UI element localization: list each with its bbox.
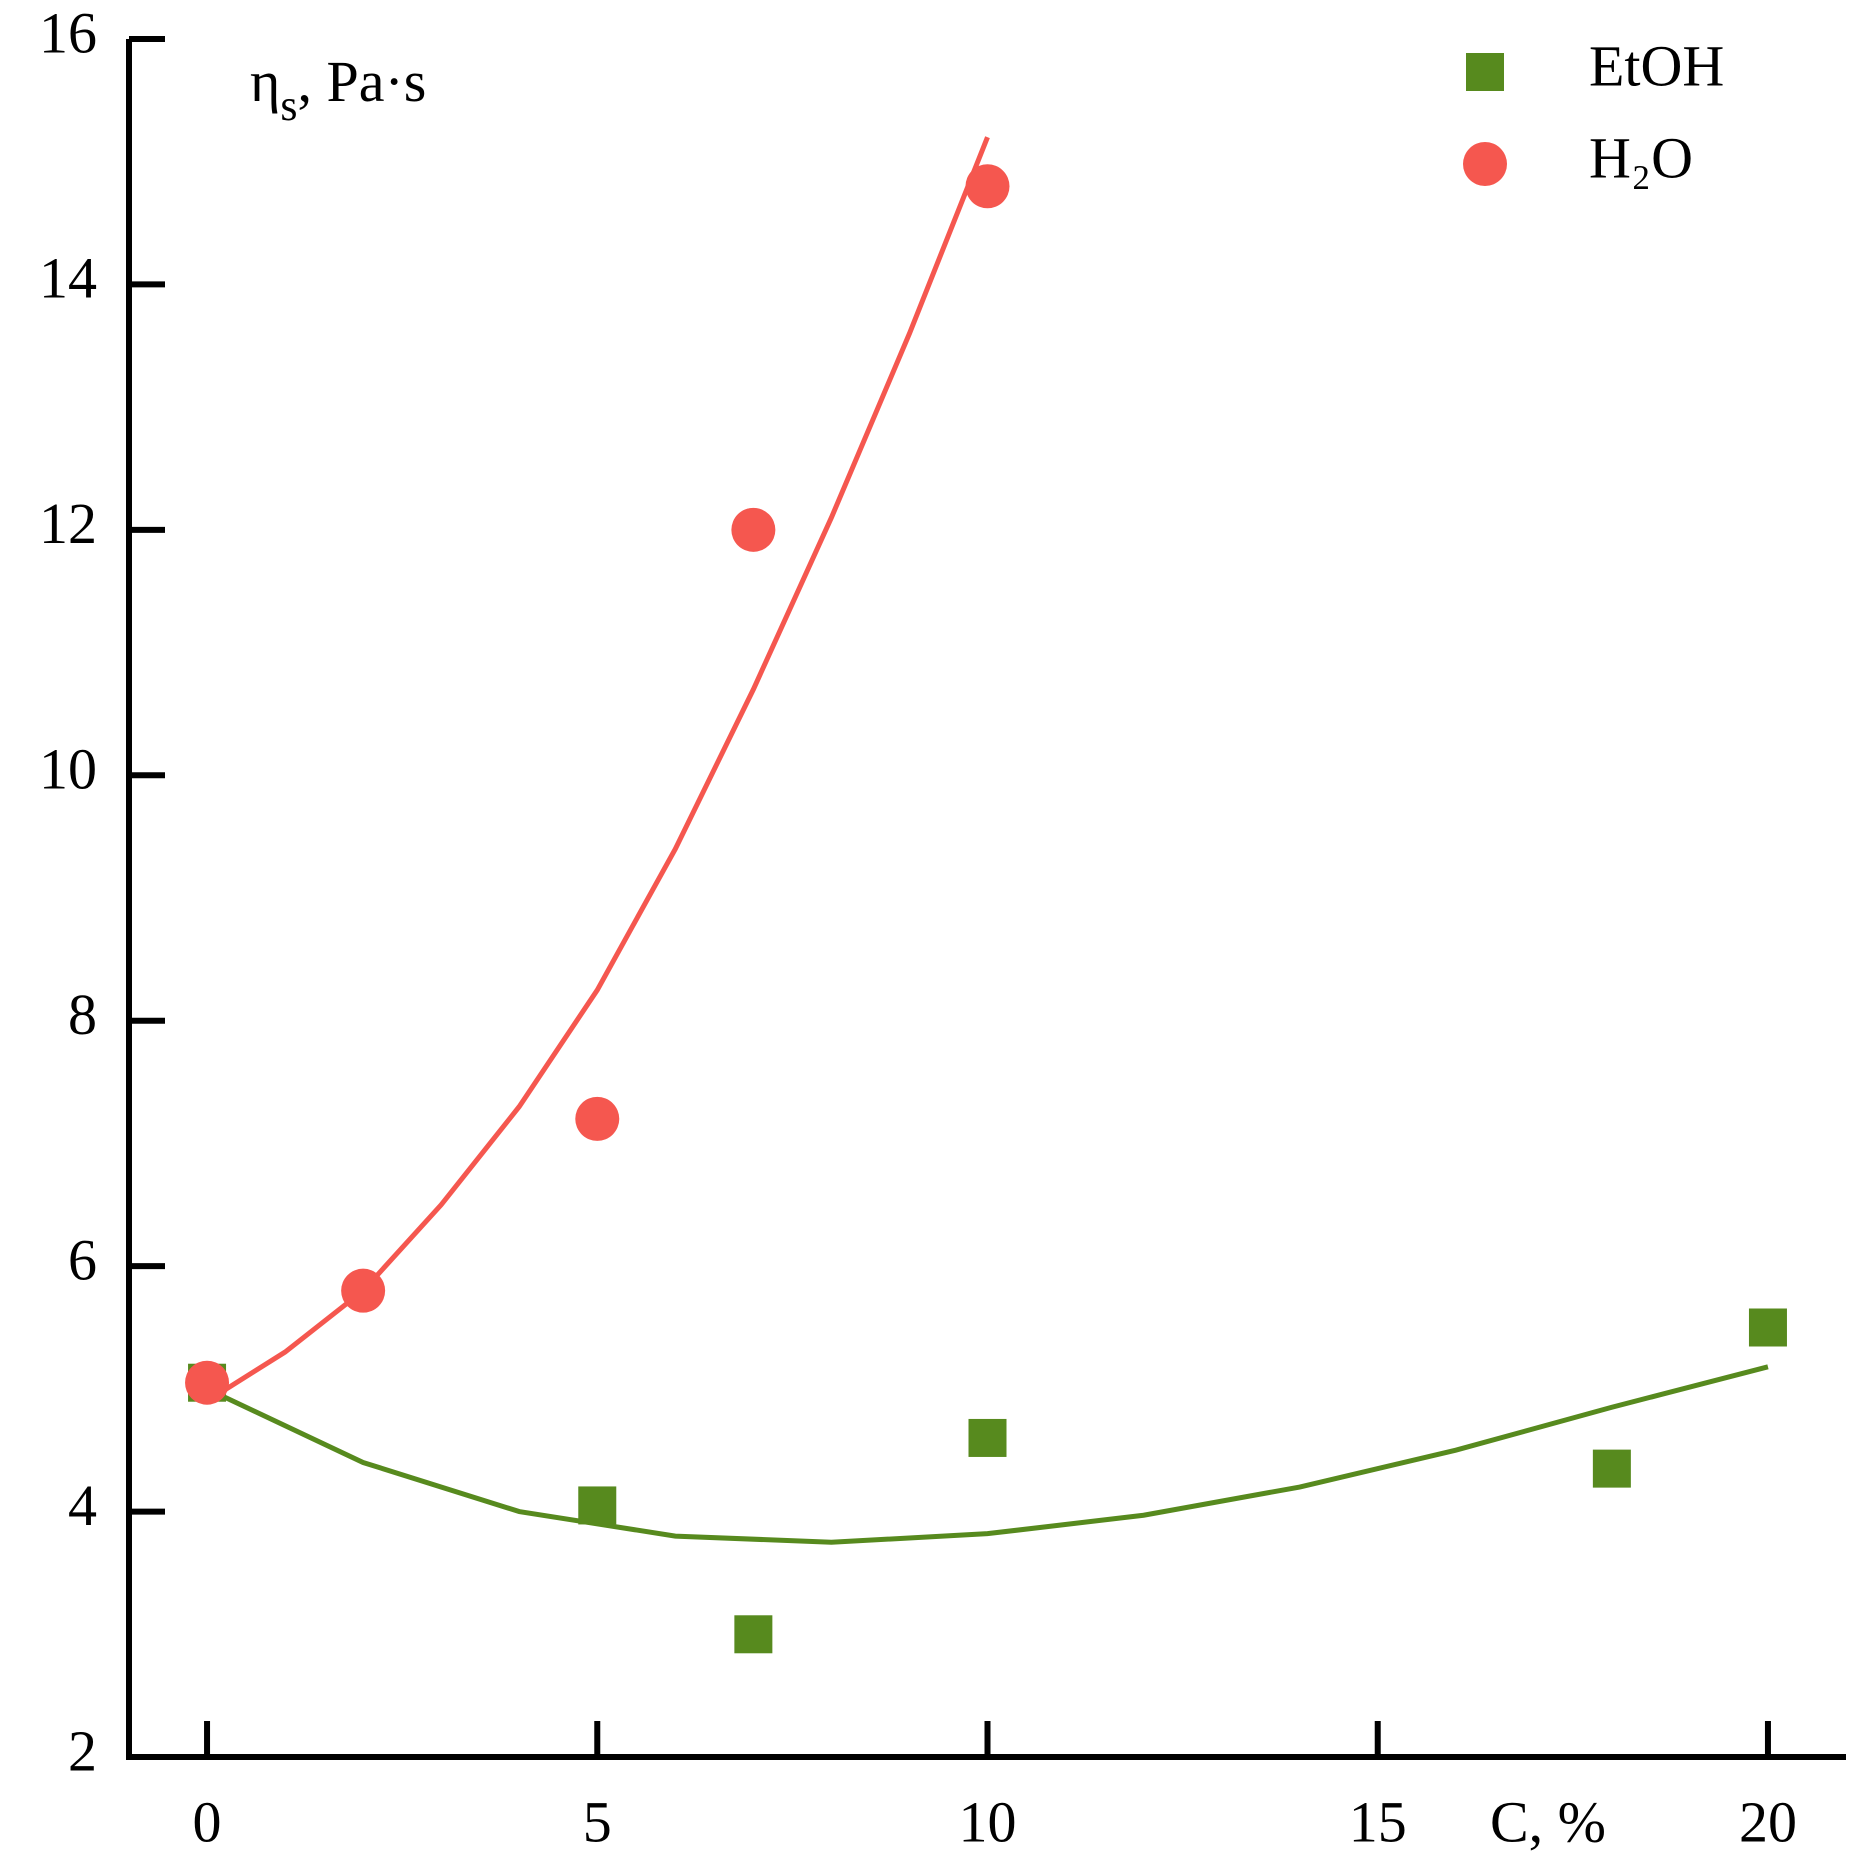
- x-axis-label: C, %: [1490, 1789, 1606, 1854]
- x-tick-label: 10: [959, 1789, 1017, 1854]
- fit-line: [205, 1364, 1769, 1545]
- y-tick-label: 2: [68, 1718, 97, 1783]
- data-point: [1592, 1449, 1631, 1488]
- data-point: [968, 1418, 1007, 1457]
- data-point: [575, 1096, 620, 1141]
- legend-marker: [1466, 53, 1504, 91]
- data-point: [1748, 1308, 1787, 1347]
- legend-label: H₂O: [1589, 125, 1693, 190]
- data-point: [734, 1615, 773, 1654]
- data-point: [731, 507, 776, 552]
- data-point: [578, 1486, 617, 1525]
- fit-line: [205, 136, 990, 1404]
- x-tick-label: 15: [1349, 1789, 1407, 1854]
- y-label-unit: , Pa·s: [297, 49, 426, 114]
- y-tick-label: 12: [39, 491, 97, 556]
- y-tick-label: 16: [39, 0, 97, 65]
- data-point: [341, 1268, 386, 1313]
- y-label-main: η: [250, 49, 280, 114]
- y-tick-label: 14: [39, 246, 97, 311]
- legend-marker: [1463, 142, 1507, 186]
- data-point: [185, 1360, 230, 1405]
- legend-label: EtOH: [1589, 33, 1724, 98]
- y-tick-label: 4: [68, 1473, 97, 1538]
- x-tick-label: 20: [1739, 1789, 1797, 1854]
- y-axis-label: ηs, Pa·s: [250, 49, 426, 130]
- y-tick-label: 8: [68, 982, 97, 1047]
- y-label-sub: s: [280, 81, 297, 130]
- y-tick-label: 10: [39, 737, 97, 802]
- x-tick-label: 0: [193, 1789, 222, 1854]
- y-tick-label: 6: [68, 1227, 97, 1292]
- data-point: [965, 164, 1010, 209]
- x-tick-label: 5: [583, 1789, 612, 1854]
